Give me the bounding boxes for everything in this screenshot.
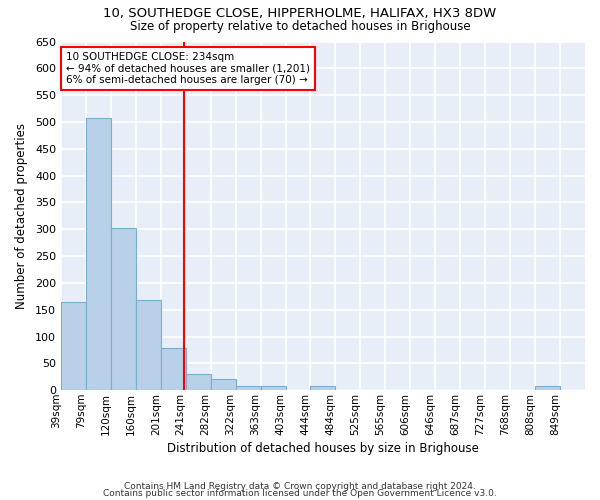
Y-axis label: Number of detached properties: Number of detached properties [15,123,28,309]
Bar [86,118,111,390]
Text: Contains HM Land Registry data © Crown copyright and database right 2024.: Contains HM Land Registry data © Crown c… [124,482,476,491]
Bar [236,386,260,390]
X-axis label: Distribution of detached houses by size in Brighouse: Distribution of detached houses by size … [167,442,479,455]
Text: 10 SOUTHEDGE CLOSE: 234sqm
← 94% of detached houses are smaller (1,201)
6% of se: 10 SOUTHEDGE CLOSE: 234sqm ← 94% of deta… [66,52,310,85]
Bar [61,302,86,390]
Bar [211,379,236,390]
Bar [310,386,335,390]
Bar [186,374,211,390]
Bar [136,300,161,390]
Bar [161,348,186,390]
Text: Contains public sector information licensed under the Open Government Licence v3: Contains public sector information licen… [103,488,497,498]
Bar [111,228,136,390]
Bar [260,386,286,390]
Text: 10, SOUTHEDGE CLOSE, HIPPERHOLME, HALIFAX, HX3 8DW: 10, SOUTHEDGE CLOSE, HIPPERHOLME, HALIFA… [103,8,497,20]
Text: Size of property relative to detached houses in Brighouse: Size of property relative to detached ho… [130,20,470,33]
Bar [535,386,560,390]
